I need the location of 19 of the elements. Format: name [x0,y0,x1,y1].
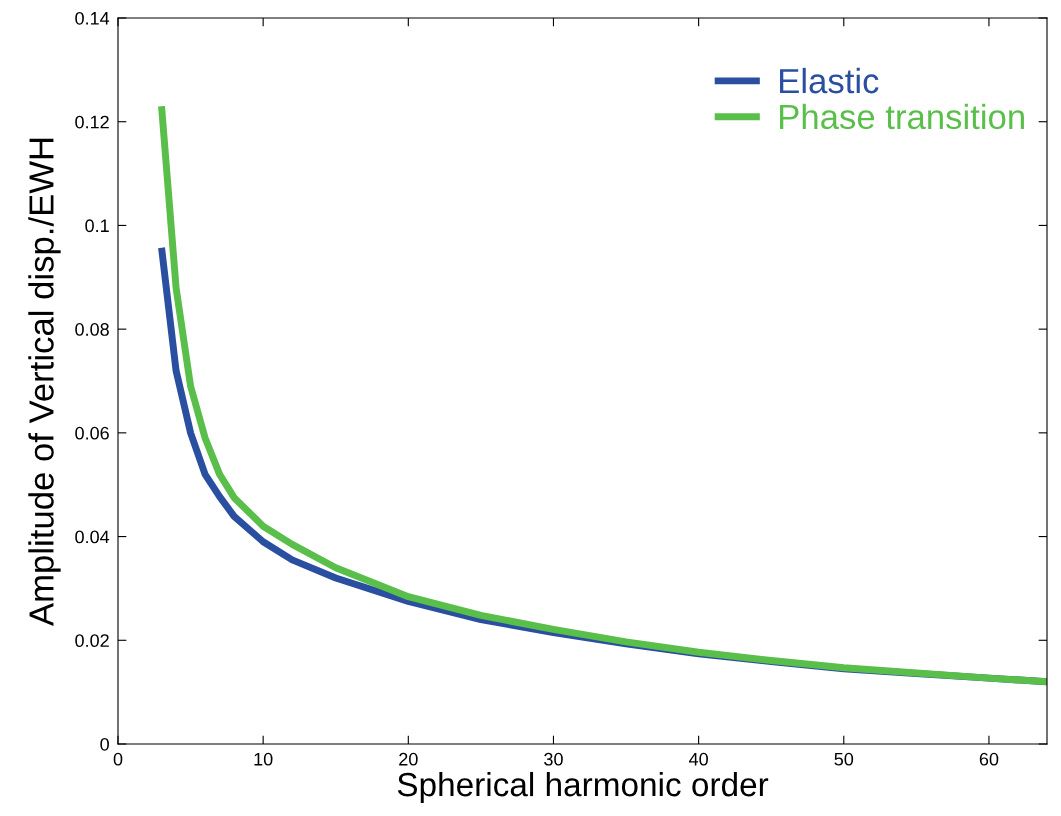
x-tick-label: 30 [544,752,563,766]
y-tick-label: 0.14 [75,11,110,25]
x-tick-label: 0 [113,752,123,766]
x-axis-title: Spherical harmonic order [397,771,769,804]
x-tick-label: 10 [254,752,273,766]
y-tick-label: 0.04 [75,530,110,544]
x-tick-label: 60 [979,752,999,766]
y-tick-label: 0 [100,737,109,751]
x-tick-label: 40 [689,752,708,766]
y-tick-label: 0.02 [75,634,109,648]
y-tick-label: 0.1 [85,219,109,233]
y-tick-label: 0.08 [75,323,109,336]
y-tick-label: 0.06 [75,426,109,440]
x-tick-label: 50 [834,752,854,766]
x-tick-label: 20 [399,752,418,766]
y-axis-title: Amplitude of Vertical disp./EWH [28,138,61,627]
legend-label: Elastic [780,67,879,94]
y-tick-label: 0.12 [75,115,109,129]
legend-label: Phase transition [780,103,1024,130]
